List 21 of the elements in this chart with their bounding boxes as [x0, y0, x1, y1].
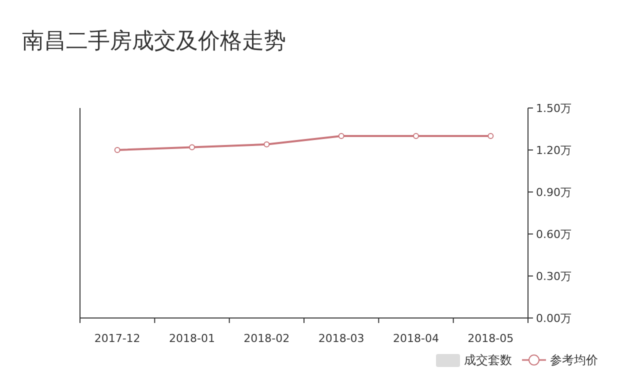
legend-label: 参考均价: [550, 353, 598, 367]
point: [413, 133, 419, 139]
point: [488, 133, 494, 139]
chart-title: 南昌二手房成交及价格走势: [22, 29, 286, 54]
point: [189, 144, 195, 150]
y2-tick-label: 0.00万: [536, 312, 572, 325]
point: [264, 141, 270, 148]
point: [114, 147, 120, 153]
legend-label: 成交套数: [464, 353, 512, 367]
y2-tick-label: 1.50万: [536, 102, 572, 115]
x-tick-label: 2018-04: [393, 332, 439, 345]
x-tick-label: 2018-05: [468, 332, 514, 345]
x-tick-label: 2018-02: [244, 332, 290, 345]
point: [338, 133, 344, 139]
y2-tick-label: 0.30万: [536, 270, 572, 283]
x-tick-label: 2018-01: [169, 332, 215, 345]
y2-tick-label: 1.20万: [536, 144, 572, 157]
y2-tick-label: 0.90万: [536, 186, 572, 199]
x-tick-label: 2018-03: [318, 332, 364, 345]
x-tick-label: 2017-12: [94, 332, 140, 345]
y2-tick-label: 0.60万: [536, 228, 572, 241]
